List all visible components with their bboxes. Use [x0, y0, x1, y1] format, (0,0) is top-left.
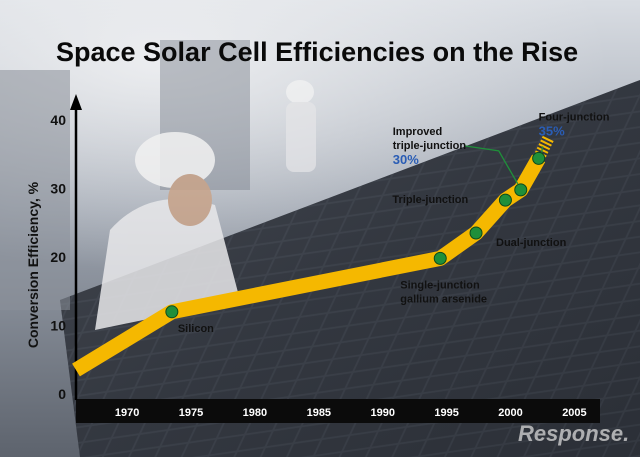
annotation-labels: Silicon Single-junction gallium arsenide Du… — [178, 111, 610, 334]
point-value-label: 35% — [539, 123, 565, 138]
x-tick-label: 1990 — [370, 407, 394, 419]
y-tick-labels: 0 10 20 30 40 — [50, 112, 66, 402]
chart-title: Space Solar Cell Efficiencies on the Ris… — [56, 37, 578, 67]
data-marker — [165, 305, 179, 319]
annotation-connectors — [464, 145, 544, 185]
y-tick-label: 40 — [50, 112, 66, 128]
point-label: Silicon — [178, 323, 214, 335]
point-label: Improved triple-junction — [393, 126, 467, 152]
y-tick-label: 0 — [58, 386, 66, 402]
y-axis-label: Conversion Efficiency, % — [25, 181, 41, 348]
y-tick-label: 20 — [50, 249, 66, 265]
point-label: Four-junction — [539, 111, 610, 123]
y-tick-label: 10 — [50, 318, 66, 334]
x-tick-label: 1985 — [307, 407, 331, 419]
y-axis-arrow — [70, 94, 82, 110]
data-marker — [532, 151, 546, 165]
data-markers — [165, 151, 546, 319]
connector-line — [541, 146, 544, 153]
bg-left-frame — [0, 70, 70, 310]
point-value-label: 30% — [393, 152, 419, 167]
trend-band — [72, 154, 546, 377]
connector-line — [464, 145, 519, 185]
x-tick-label: 2000 — [498, 407, 522, 419]
bg-technician-back — [286, 80, 316, 172]
point-label: Triple-junction — [392, 194, 468, 206]
x-tick-label: 1970 — [115, 407, 139, 419]
point-label: Single-junction gallium arsenide — [400, 279, 487, 305]
bg-solar-panel-shade — [60, 80, 640, 457]
x-tick-labels: 1970 1975 1980 1985 1990 1995 2000 2005 — [115, 407, 587, 419]
y-axis: Conversion Efficiency, % 0 10 20 30 40 — [25, 94, 82, 402]
watermark: Response. — [518, 421, 629, 446]
x-tick-label: 1995 — [434, 407, 458, 419]
x-tick-label: 1980 — [243, 407, 267, 419]
data-marker — [498, 193, 512, 207]
data-marker — [433, 251, 447, 265]
bg-xaxis-band — [76, 399, 600, 423]
point-label: Dual-junction — [496, 237, 567, 249]
bg-technician-front — [95, 132, 240, 330]
data-marker — [469, 226, 483, 240]
x-tick-label: 1975 — [179, 407, 203, 419]
x-tick-label: 2005 — [562, 407, 586, 419]
trend-series — [72, 134, 555, 377]
data-marker — [514, 183, 528, 197]
y-tick-label: 30 — [50, 181, 66, 197]
